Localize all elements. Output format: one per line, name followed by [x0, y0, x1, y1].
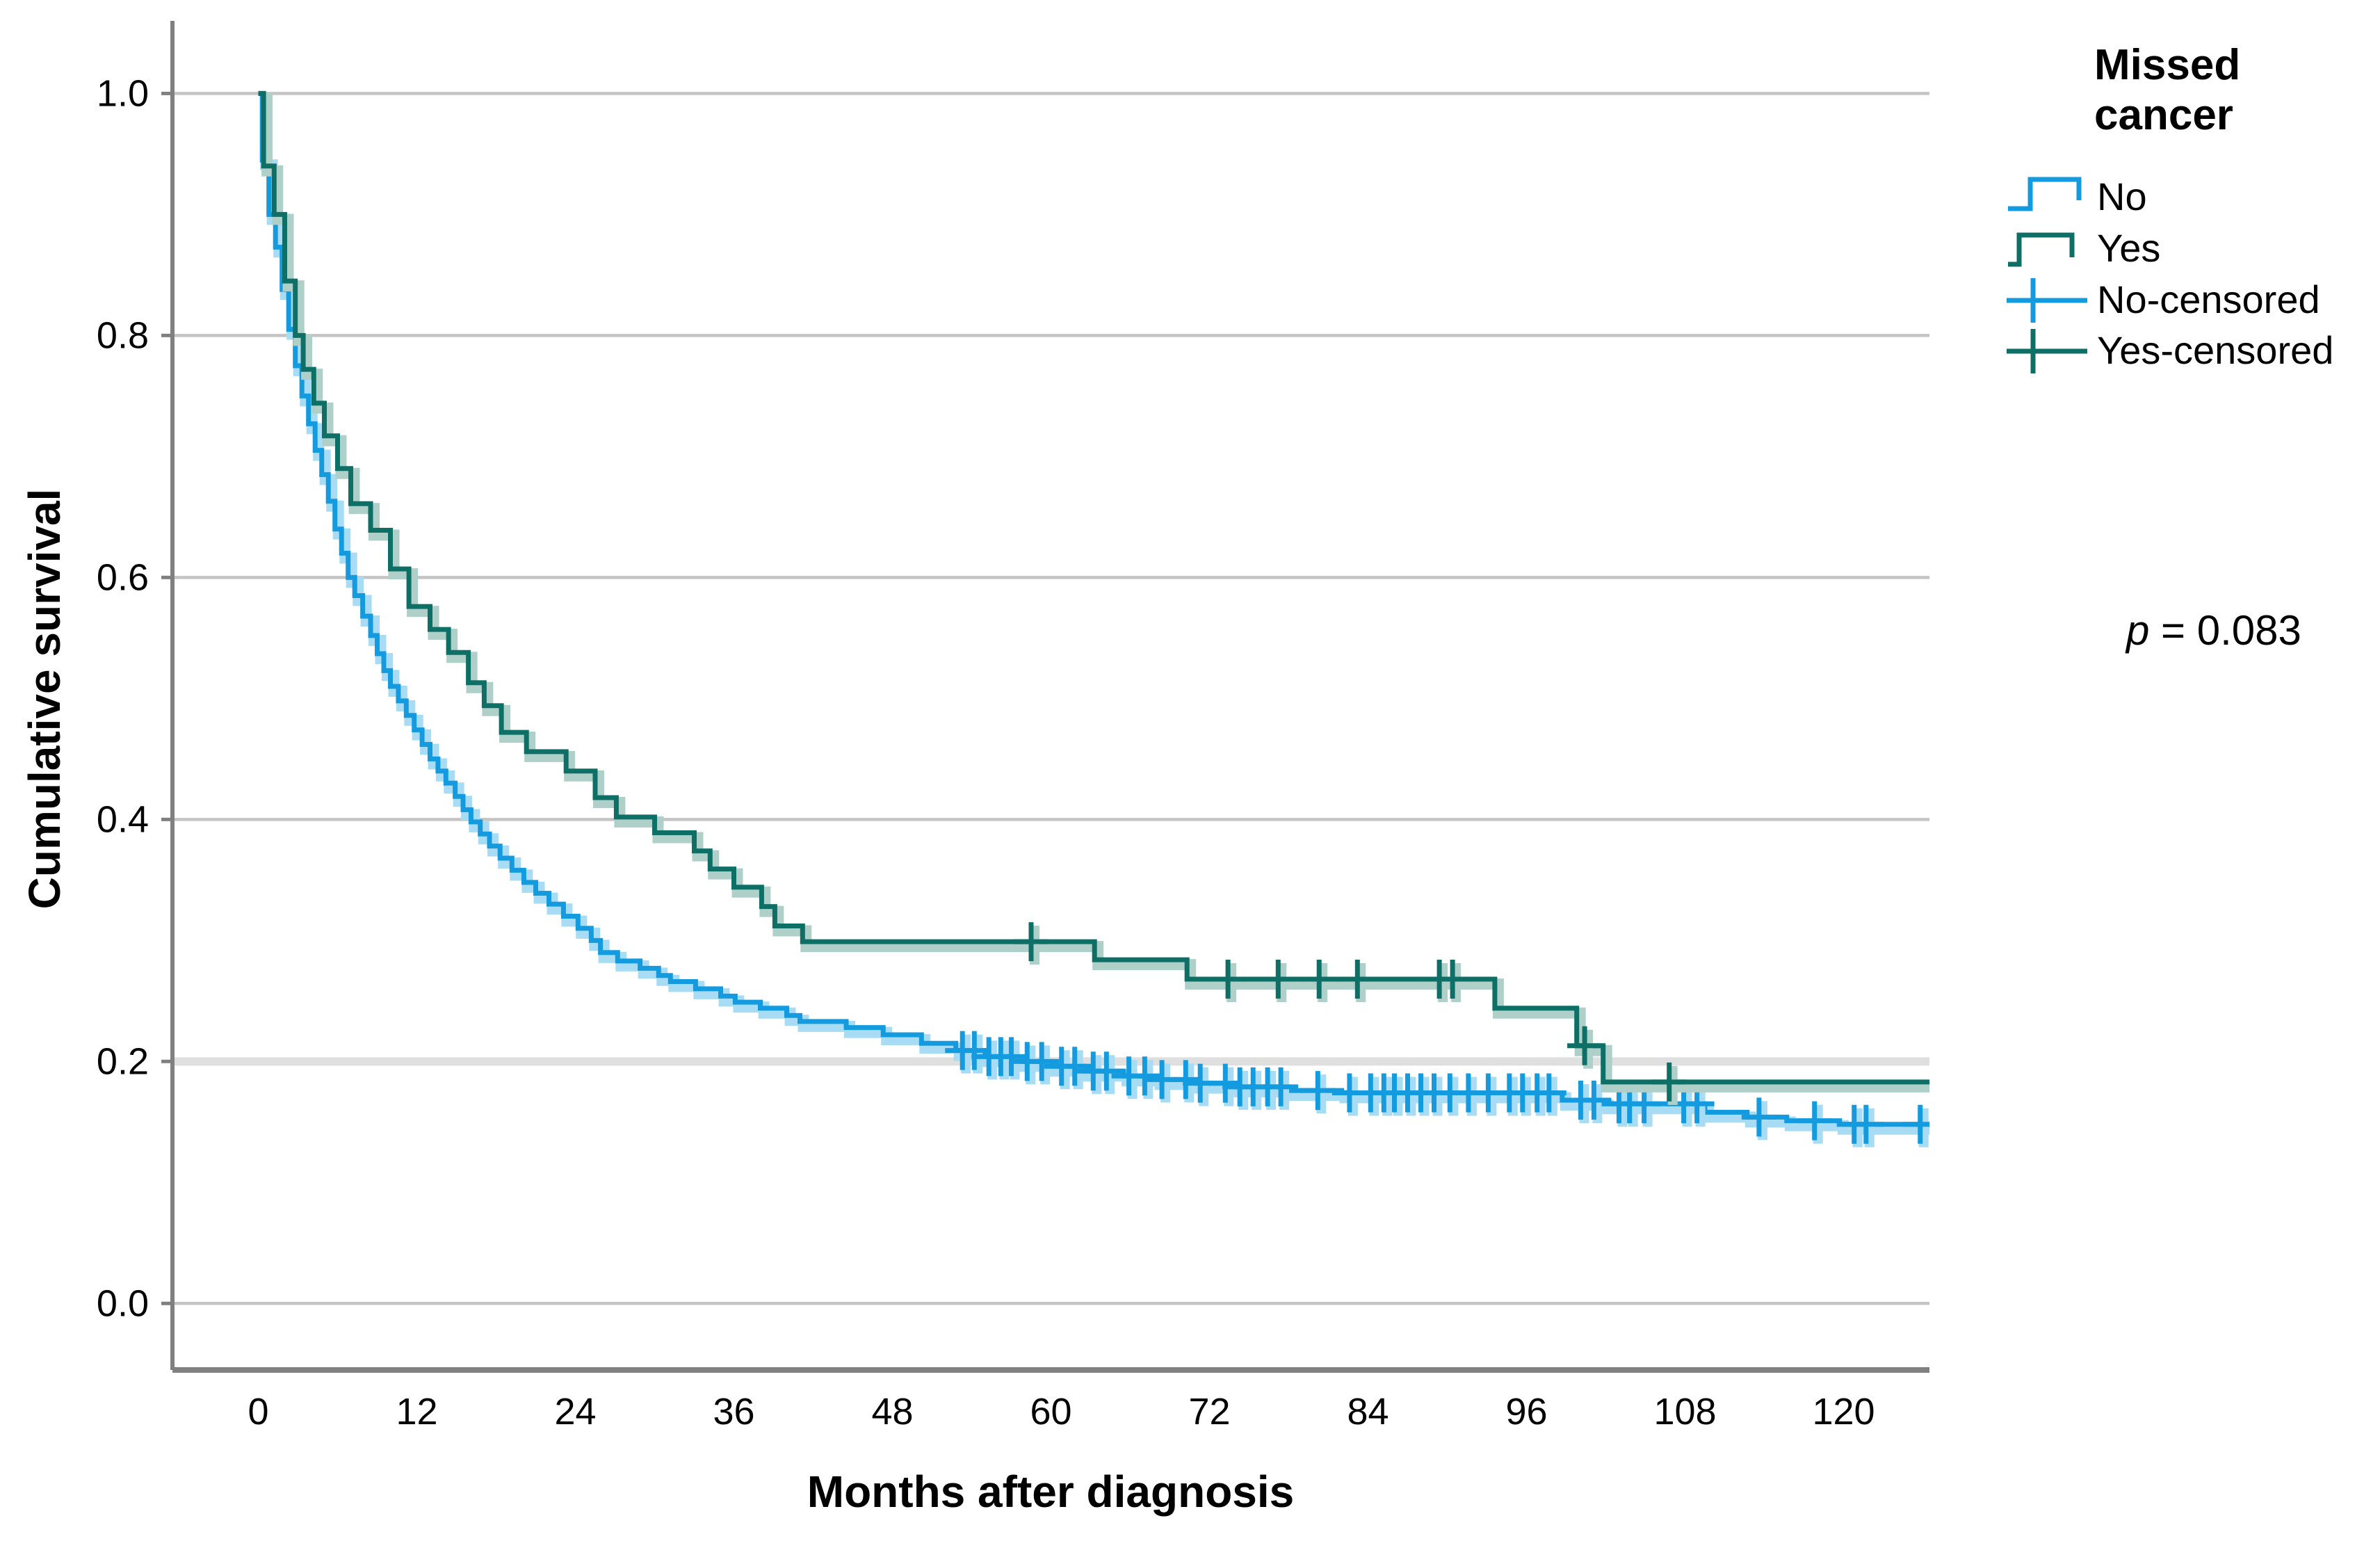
legend-title-line1: Missed: [2094, 41, 2241, 89]
no-line-swatch-icon: [2008, 177, 2082, 211]
legend-item-label: Yes-censored: [2097, 328, 2334, 372]
yes-line-swatch-icon: [2008, 232, 2075, 267]
y-tick-label: 1.0: [97, 72, 149, 114]
censored-marks-yes: [1014, 922, 1687, 1105]
legend-item-yes-censored: Yes-censored: [2005, 323, 2333, 376]
legend-title-line2: cancer: [2094, 91, 2233, 139]
p-value-annotation: p = 0.083: [2126, 606, 2301, 654]
x-tick-label: 36: [713, 1391, 754, 1433]
x-tick-label: 48: [871, 1391, 913, 1433]
curve-halo-no: [260, 92, 1929, 1135]
x-tick-label: 96: [1505, 1391, 1547, 1433]
y-tick-label: 0.6: [97, 556, 149, 598]
x-tick-label: 60: [1030, 1391, 1071, 1433]
x-tick-label: 24: [554, 1391, 596, 1433]
survival-curve-yes: [258, 90, 1929, 1085]
y-tick-label: 0.0: [97, 1282, 149, 1324]
legend-item-label: No-censored: [2097, 277, 2320, 321]
y-tick-label: 0.2: [97, 1040, 149, 1082]
x-tick-label: 108: [1653, 1391, 1716, 1433]
x-tick-label: 12: [396, 1391, 437, 1433]
censored-marks-no: [945, 1031, 1929, 1147]
y-tick-label: 0.8: [97, 314, 149, 356]
x-tick-label: 84: [1347, 1391, 1389, 1433]
no-censored-swatch-icon: [2007, 278, 2087, 323]
legend-title: Missed cancer: [2094, 40, 2240, 140]
x-tick-label: 120: [1812, 1391, 1875, 1433]
p-value-text: = 0.083: [2149, 607, 2301, 654]
legend-item-label: No: [2097, 174, 2147, 218]
legend-item-no-censored: No-censored: [2005, 273, 2320, 325]
legend-item-no: No: [2005, 170, 2147, 223]
y-tick-label: 0.4: [97, 798, 149, 840]
yes-censored-swatch-icon: [2007, 329, 2087, 373]
x-axis-title: Months after diagnosis: [807, 1467, 1295, 1517]
curve-halo-yes: [261, 92, 1929, 1093]
x-tick-label: 0: [248, 1391, 268, 1433]
x-tick-label: 72: [1188, 1391, 1230, 1433]
y-axis-title: Cumulative survival: [19, 488, 70, 910]
legend-item-yes: Yes: [2005, 221, 2160, 274]
p-value-symbol: p: [2126, 607, 2150, 654]
legend-item-label: Yes: [2097, 225, 2161, 270]
